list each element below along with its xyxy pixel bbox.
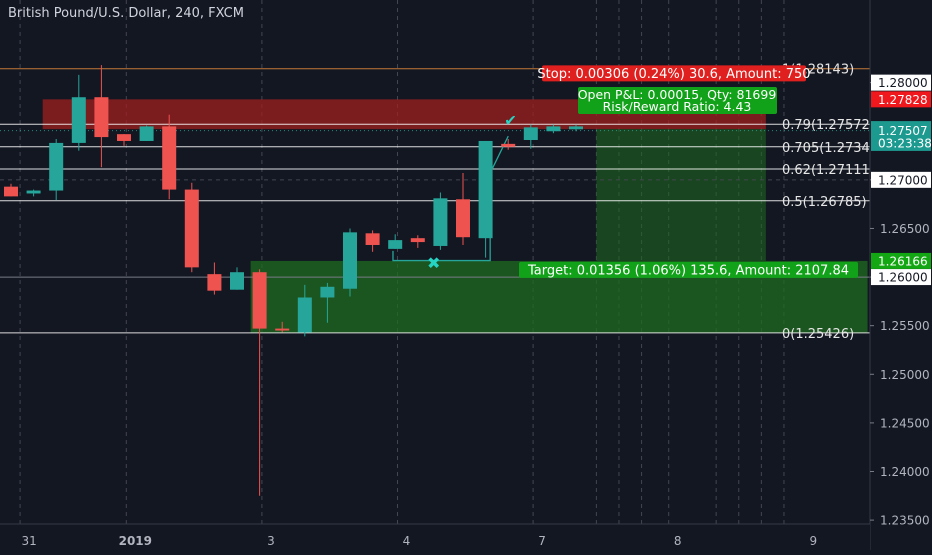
- pattern-line: [392, 135, 509, 262]
- profit-zone: [596, 129, 766, 261]
- candle-body-22: [501, 143, 516, 147]
- fib-label-4: 0.5(1.26785): [782, 195, 867, 210]
- price-tag-bg-6: [871, 252, 931, 269]
- candle-body-19: [433, 198, 448, 246]
- fib-label-5: 0(1.25426): [782, 327, 854, 342]
- y-tick-label-8: 1.23500: [880, 514, 930, 528]
- candle-body-5: [117, 134, 131, 141]
- price-tag-0: 1.28000: [878, 76, 928, 90]
- candle-body-11: [252, 272, 267, 329]
- target-label-text: Target: 0.01356 (1.06%) 135.6, Amount: 2…: [527, 263, 849, 278]
- price-tag-4: 03:23:38: [878, 136, 932, 150]
- target-label: Target: 0.01356 (1.06%) 135.6, Amount: 2…: [519, 261, 858, 278]
- stop-label: Stop: 0.00306 (0.24%) 30.6, Amount: 750: [537, 65, 811, 82]
- y-tick-label-7: 1.24000: [880, 465, 930, 479]
- candle-body-9: [207, 274, 222, 291]
- price-tag-bg-3: [871, 122, 931, 139]
- candle-body-1: [26, 190, 41, 194]
- pnl-box: Open P&L: 0.00015, Qty: 81699Risk/Reward…: [578, 87, 777, 114]
- candle-body-10: [230, 272, 244, 290]
- candle-body-6: [139, 126, 154, 141]
- price-axis[interactable]: 1.28000 1.27000 1.26500 1.26000 1.25500 1.250…: [869, 0, 932, 550]
- candle-body-15: [343, 232, 357, 289]
- chart-title: British Pound/U.S. Dollar, 240, FXCM: [8, 6, 244, 21]
- pnl-box-bg: [578, 87, 777, 114]
- x-tick-label-3: 4: [403, 534, 411, 548]
- candle-body-3: [71, 97, 86, 143]
- candle-body-17: [388, 240, 403, 249]
- price-tag-7: 1.26000: [878, 271, 928, 285]
- candle-body-18: [410, 238, 425, 243]
- candle-body-23: [523, 127, 538, 140]
- x-tick-label-0: 31: [21, 534, 36, 548]
- time-axis[interactable]: 31 2019 3 4 7 8 9: [0, 523, 870, 550]
- price-tag-5: 1.27000: [878, 173, 928, 187]
- x-tick-label-1: 2019: [119, 534, 152, 548]
- candle-body-0: [4, 186, 18, 197]
- price-tag-6: 1.26166: [878, 254, 928, 268]
- y-tick-label-2: 1.26500: [880, 222, 930, 236]
- pnl-text: Open P&L: 0.00015, Qty: 81699: [578, 87, 777, 102]
- candle-body-25: [569, 126, 583, 130]
- candle-body-7: [162, 126, 177, 190]
- y-tick-label-6: 1.24500: [880, 416, 930, 430]
- fib-label-1: 0.79(1.27572: [782, 118, 870, 133]
- rr-text: Risk/Reward Ratio: 4.43: [603, 99, 752, 114]
- cross-marker: ✖: [427, 253, 440, 272]
- candle-body-21: [478, 140, 493, 239]
- price-tag-bg-0: [871, 74, 931, 91]
- position-labels: Stop: 0.00306 (0.24%) 30.6, Amount: 750 T…: [519, 65, 858, 278]
- price-tag-bg-4: [871, 134, 931, 151]
- candle-body-2: [49, 142, 64, 191]
- y-tick-label-4: 1.25500: [880, 319, 930, 333]
- fib-label-2: 0.705(1.2734: [782, 141, 870, 156]
- candle-body-13: [297, 297, 312, 333]
- candle-body-8: [184, 189, 199, 268]
- x-tick-label-6: 9: [809, 534, 817, 548]
- candle-body-12: [275, 328, 290, 331]
- stop-label-bg: [542, 65, 806, 82]
- price-tag-bg-7: [871, 269, 931, 286]
- fib-label-3: 0.62(1.27111: [782, 163, 870, 178]
- stop-label-text: Stop: 0.00306 (0.24%) 30.6, Amount: 750: [537, 67, 810, 82]
- x-tick-label-4: 7: [538, 534, 546, 548]
- candle-body-14: [320, 286, 335, 298]
- target-label-bg: [519, 261, 858, 278]
- candle-body-16: [365, 233, 380, 245]
- time-axis-bg: [0, 524, 870, 550]
- candlesticks: [4, 65, 583, 496]
- price-tag-3: 1.27507: [878, 124, 928, 138]
- price-tag-bg-5: [871, 171, 931, 188]
- x-tick-label-5: 8: [674, 534, 682, 548]
- check-marker: ✔: [504, 111, 517, 129]
- candle-body-4: [94, 97, 109, 138]
- candle-body-24: [546, 126, 561, 132]
- price-tag-1: 1.27828: [878, 93, 928, 107]
- x-tick-label-2: 3: [267, 534, 275, 548]
- price-tag-bg-1: [871, 91, 931, 108]
- candle-body-20: [456, 199, 470, 238]
- y-tick-label-5: 1.25000: [880, 368, 930, 382]
